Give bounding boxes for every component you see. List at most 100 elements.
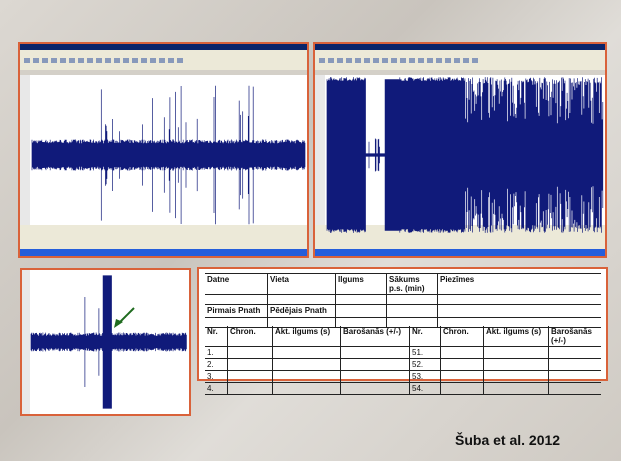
column-header: Chron.	[440, 326, 484, 347]
taskbar	[20, 249, 307, 256]
scale	[20, 75, 30, 225]
taskbar	[315, 249, 605, 256]
header-table: Datne Vieta Ilgums Sākums p.s. (min) Pie…	[205, 273, 601, 328]
cell: 54.	[409, 382, 441, 395]
cell	[483, 346, 549, 359]
cell	[440, 358, 484, 371]
cell: Ilgums	[335, 273, 387, 295]
screenshot-right	[313, 42, 607, 258]
cell	[340, 358, 410, 371]
tool-icon	[400, 58, 406, 63]
cell: 1.	[205, 346, 228, 359]
tool-icon	[418, 58, 424, 63]
cell	[340, 346, 410, 359]
tool-icon	[328, 58, 334, 63]
tool-icon	[105, 58, 111, 63]
cell: 53.	[409, 370, 441, 383]
screenshot-left	[18, 42, 309, 258]
title-bar	[20, 44, 307, 50]
cell: Sākums p.s. (min)	[386, 273, 438, 295]
column-header: Akt. ilgums (s)	[272, 326, 341, 347]
screenshot-zoom	[20, 268, 191, 416]
tool-icon	[454, 58, 460, 63]
cell: 52.	[409, 358, 441, 371]
cell	[272, 346, 341, 359]
table-box: Datne Vieta Ilgums Sākums p.s. (min) Pie…	[197, 267, 608, 395]
tool-icon	[24, 58, 30, 63]
tool-icon	[436, 58, 442, 63]
cell: Pēdējais Pnath	[267, 304, 336, 318]
arrow-head	[114, 319, 123, 328]
tool-icon	[445, 58, 451, 63]
cell	[227, 358, 273, 371]
tool-icon	[96, 58, 102, 63]
tool-icon	[141, 58, 147, 63]
cell	[440, 370, 484, 383]
tool-icon	[51, 58, 57, 63]
tool-icon	[159, 58, 165, 63]
log-table: Nr. Chron. Akt. ilgums (s) Barošanās (+/-) N…	[205, 326, 601, 395]
cell	[548, 346, 601, 359]
cell	[272, 358, 341, 371]
cell: Vieta	[267, 273, 336, 295]
cell	[340, 382, 410, 395]
cell	[440, 346, 484, 359]
cell	[548, 382, 601, 395]
cell: Piezīmes	[437, 273, 601, 295]
tool-icon	[132, 58, 138, 63]
scale	[22, 270, 30, 414]
cell	[483, 382, 549, 395]
cell	[272, 382, 341, 395]
cell	[440, 382, 484, 395]
cell	[227, 382, 273, 395]
cell: 3.	[205, 370, 228, 383]
tool-icon	[355, 58, 361, 63]
cell: 51.	[409, 346, 441, 359]
ruler	[20, 70, 307, 75]
column-header: Barošanās (+/-)	[340, 326, 410, 347]
ruler	[315, 70, 605, 75]
waveform-window	[20, 44, 307, 256]
cell	[272, 370, 341, 383]
waveform-zoom	[22, 270, 187, 414]
column-header: Barošanās (+/-)	[548, 326, 601, 347]
tool-icon	[78, 58, 84, 63]
waveform-window	[315, 44, 605, 256]
column-header: Chron.	[227, 326, 273, 347]
tool-icon	[391, 58, 397, 63]
column-header: Nr.	[205, 326, 228, 347]
waveform	[30, 275, 187, 409]
scale	[315, 75, 325, 225]
column-header: Akt. ilgums (s)	[483, 326, 549, 347]
tool-icon	[319, 58, 325, 63]
tool-icon	[373, 58, 379, 63]
cell	[227, 370, 273, 383]
tool-icon	[114, 58, 120, 63]
cell	[548, 358, 601, 371]
cell: Datne	[205, 273, 268, 295]
tool-icon	[69, 58, 75, 63]
waveform	[326, 77, 604, 233]
tool-icon	[150, 58, 156, 63]
cell	[483, 370, 549, 383]
tool-icon	[123, 58, 129, 63]
cell	[227, 346, 273, 359]
tool-icon	[33, 58, 39, 63]
cell: Pirmais Pnath	[205, 304, 268, 318]
tool-icon	[409, 58, 415, 63]
cell: 2.	[205, 358, 228, 371]
tool-icon	[87, 58, 93, 63]
tool-icon	[346, 58, 352, 63]
cell	[483, 358, 549, 371]
column-header: Nr.	[409, 326, 441, 347]
tool-icon	[337, 58, 343, 63]
cell: 4.	[205, 382, 228, 395]
tool-icon	[364, 58, 370, 63]
tool-icon	[60, 58, 66, 63]
cell	[340, 370, 410, 383]
tool-icon	[427, 58, 433, 63]
tool-icon	[463, 58, 469, 63]
tool-icon	[168, 58, 174, 63]
tool-icon	[472, 58, 478, 63]
